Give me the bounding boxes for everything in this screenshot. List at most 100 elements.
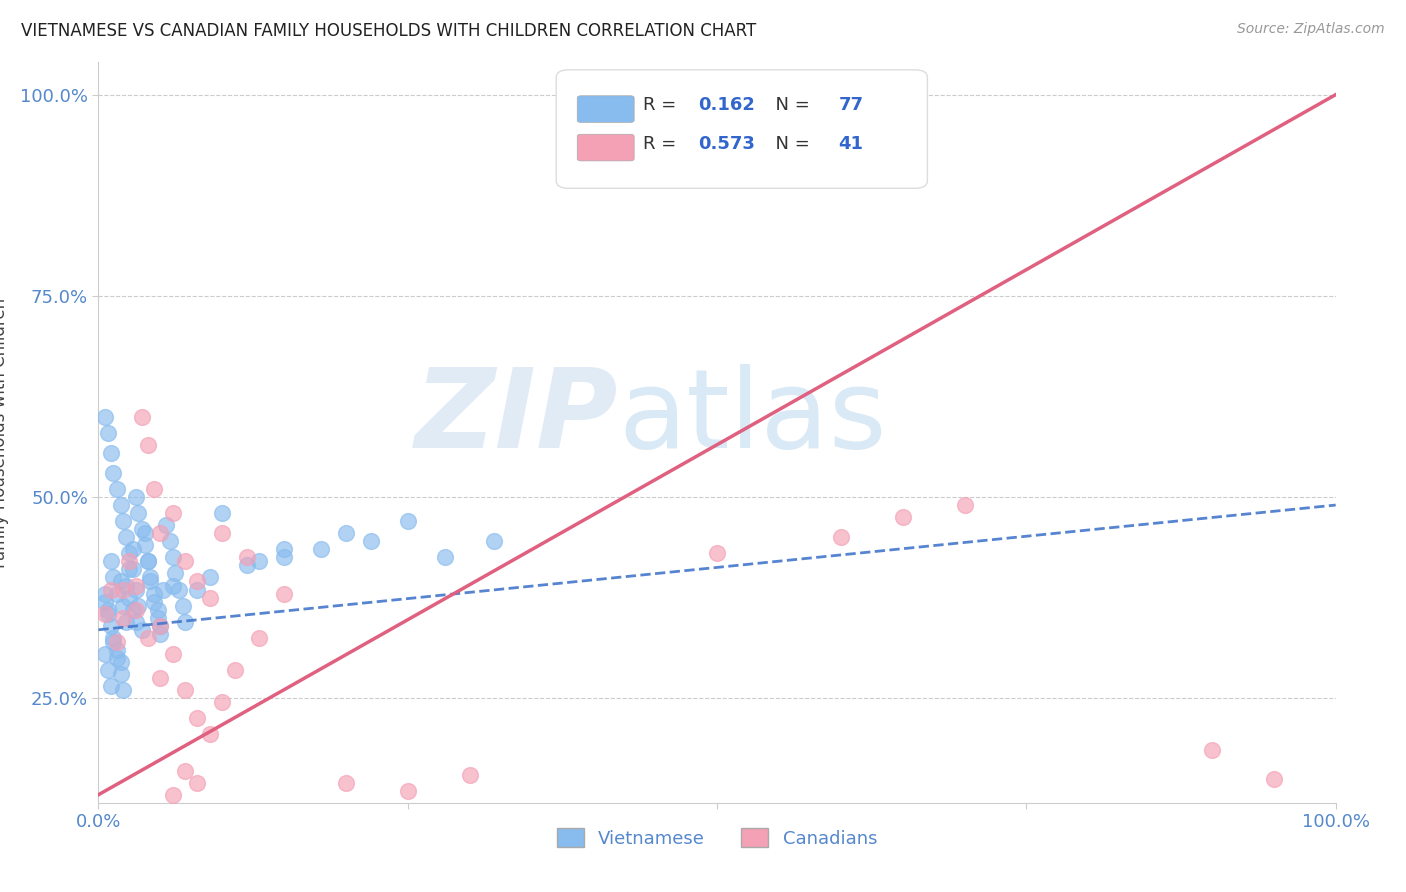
Text: R =: R =	[643, 96, 682, 114]
Point	[149, 619, 172, 633]
Text: 0.573: 0.573	[699, 135, 755, 153]
Point	[97, 602, 120, 616]
Point	[97, 663, 120, 677]
Point	[118, 546, 141, 560]
Point	[149, 619, 172, 633]
Point	[93, 586, 115, 600]
Point	[706, 546, 728, 560]
Point	[174, 683, 197, 698]
Point	[122, 542, 145, 557]
Point	[396, 514, 419, 528]
Point	[131, 623, 153, 637]
Point	[335, 526, 357, 541]
Point	[186, 574, 208, 589]
Point	[131, 522, 153, 536]
Point	[134, 526, 156, 541]
Point	[124, 602, 146, 616]
FancyBboxPatch shape	[557, 70, 928, 188]
Point	[93, 409, 115, 424]
Point	[165, 566, 187, 581]
Point	[186, 582, 208, 597]
Point	[105, 482, 128, 496]
Point	[100, 619, 122, 633]
Point	[167, 582, 190, 597]
Point	[110, 498, 132, 512]
Point	[97, 425, 120, 440]
Point	[273, 586, 295, 600]
Point	[100, 446, 122, 460]
Point	[93, 607, 115, 621]
Point	[134, 538, 156, 552]
Point	[159, 534, 181, 549]
Point	[143, 482, 166, 496]
Point	[211, 526, 233, 541]
Point	[97, 607, 120, 621]
Point	[174, 764, 197, 778]
Point	[118, 562, 141, 576]
Text: 77: 77	[838, 96, 863, 114]
Point	[174, 554, 197, 568]
Point	[162, 647, 184, 661]
Point	[162, 550, 184, 565]
Point	[162, 578, 184, 592]
Point	[139, 570, 162, 584]
Point	[162, 506, 184, 520]
Point	[335, 775, 357, 789]
Point	[118, 591, 141, 605]
Point	[953, 498, 976, 512]
Point	[122, 602, 145, 616]
Point	[236, 550, 259, 565]
Point	[136, 554, 159, 568]
Point	[103, 635, 125, 649]
Point	[309, 542, 332, 557]
Legend: Vietnamese, Canadians: Vietnamese, Canadians	[548, 819, 886, 856]
Point	[186, 711, 208, 725]
Point	[93, 647, 115, 661]
Point	[114, 530, 136, 544]
Point	[118, 554, 141, 568]
Point	[112, 683, 135, 698]
Point	[146, 602, 169, 616]
Text: N =: N =	[763, 96, 815, 114]
Point	[143, 594, 166, 608]
Point	[100, 582, 122, 597]
Point	[830, 530, 852, 544]
Point	[112, 582, 135, 597]
Point	[105, 643, 128, 657]
Text: N =: N =	[763, 135, 815, 153]
Point	[155, 518, 177, 533]
Point	[360, 534, 382, 549]
Point	[127, 506, 149, 520]
Point	[112, 611, 135, 625]
Point	[211, 506, 233, 520]
Point	[139, 574, 162, 589]
Point	[247, 554, 270, 568]
Text: R =: R =	[643, 135, 682, 153]
Text: ZIP: ZIP	[415, 364, 619, 471]
Point	[891, 510, 914, 524]
Point	[127, 599, 149, 613]
Point	[93, 594, 115, 608]
Point	[433, 550, 456, 565]
Point	[105, 651, 128, 665]
Point	[174, 615, 197, 629]
Point	[236, 558, 259, 573]
Point	[247, 631, 270, 645]
Point	[124, 582, 146, 597]
Point	[198, 570, 221, 584]
Point	[149, 627, 172, 641]
FancyBboxPatch shape	[578, 135, 634, 161]
Point	[146, 611, 169, 625]
Point	[124, 578, 146, 592]
Text: VIETNAMESE VS CANADIAN FAMILY HOUSEHOLDS WITH CHILDREN CORRELATION CHART: VIETNAMESE VS CANADIAN FAMILY HOUSEHOLDS…	[21, 22, 756, 40]
Point	[172, 599, 194, 613]
Point	[131, 409, 153, 424]
Text: 41: 41	[838, 135, 863, 153]
Point	[273, 542, 295, 557]
Text: 0.162: 0.162	[699, 96, 755, 114]
Point	[114, 578, 136, 592]
Point	[110, 667, 132, 681]
Point	[100, 679, 122, 693]
Point	[149, 526, 172, 541]
Point	[103, 631, 125, 645]
